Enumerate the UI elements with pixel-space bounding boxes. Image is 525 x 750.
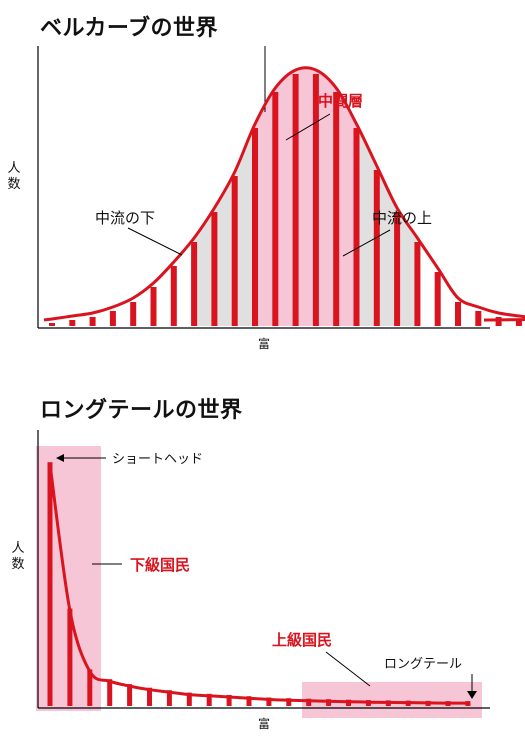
bell-bar-19 [414,242,421,326]
tail-bar-14 [306,698,312,706]
long-tail-curve-line [48,463,468,705]
bell-bar-6 [150,287,157,326]
bell-bar-2 [69,320,76,326]
bell-bar-17 [373,170,380,326]
tail-bar-10 [226,695,232,706]
label-middle-class: 中間層 [318,92,363,110]
bell-curve-title: ベルカーブの世界 [40,16,219,41]
tail-bar-2 [67,608,73,706]
leader-upper-middle [342,229,391,257]
leader-lower-middle [127,227,183,256]
long-tail-title: ロングテールの世界 [40,398,243,423]
leader-upper-class [325,651,371,687]
bell-curve-line [43,66,525,322]
bell-curve-chart: 人数 富 中間層 中流の下 中流の上 [7,46,525,351]
long-tail-chart: 人数 富 ショートヘッド 下級国民 上級国民 ロングテール [11,430,490,731]
bell-bar-15 [333,92,340,326]
leader-middle-class [285,113,331,141]
tail-bar-3 [87,669,93,706]
bell-bar-4 [109,311,116,326]
bell-bar-3 [89,317,96,326]
bell-xlabel: 富 [258,336,270,351]
bell-bar-13 [292,74,299,326]
bell-bar-7 [170,266,177,326]
bell-bar-1 [49,323,55,326]
label-upper-middle: 中流の上 [372,209,432,227]
tail-bar-5 [127,684,133,706]
bell-bar-5 [130,302,137,326]
tail-bar-4 [107,679,113,706]
bell-bar-10 [231,176,238,326]
middle-class-shade [255,67,357,326]
tail-bar-13 [286,698,292,706]
label-lower-middle: 中流の下 [95,209,155,227]
bell-bar-23 [495,317,502,326]
arrow-head-short-head [56,454,64,462]
tail-bar-1 [47,462,53,706]
label-short-head: ショートヘッド [112,452,203,467]
tail-ylabel: 人数 [11,541,24,572]
bell-bar-14 [312,74,319,326]
tail-bar-6 [147,687,152,706]
tail-bar-9 [206,693,212,706]
bell-bar-22 [475,311,482,326]
tail-bar-12 [266,697,272,706]
label-upper-class-citizens: 上級国民 [272,631,332,649]
label-long-tail: ロングテール [384,657,462,672]
tail-xlabel: 富 [258,716,270,731]
bell-bar-18 [394,212,401,326]
bell-bar-20 [434,272,441,326]
tail-bar-8 [186,692,192,706]
bell-ylabel-char-1: 人数 [7,161,20,192]
bell-bar-9 [211,212,218,326]
bell-bar-21 [455,302,461,326]
bell-bar-8 [191,242,198,326]
bell-bar-12 [272,92,279,326]
bell-bar-24 [515,320,522,326]
label-lower-class-citizens: 下級国民 [130,556,190,574]
bell-bar-11 [252,128,258,326]
tail-bar-7 [166,690,172,706]
tail-bar-11 [246,696,252,706]
bell-bar-16 [353,128,360,326]
arrow-head-long-tail [467,691,477,699]
